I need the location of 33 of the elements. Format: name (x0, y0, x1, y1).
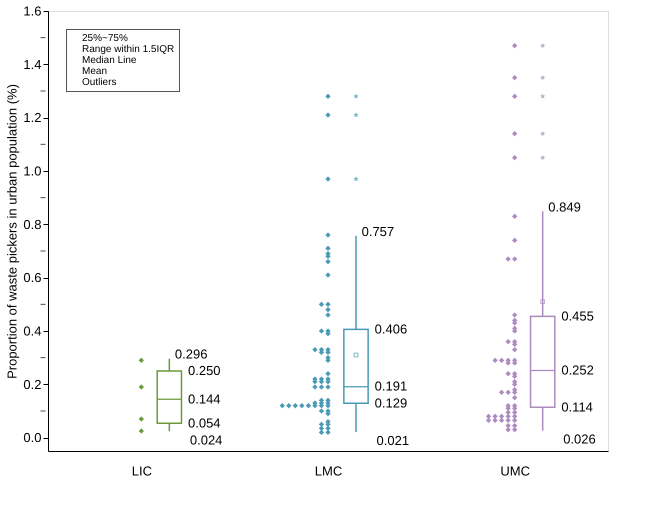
annotation: 25%~75% (82, 33, 128, 44)
x-tick-label: LMC (314, 464, 342, 478)
annotation: 0.849 (548, 199, 581, 214)
y-tick-label: 0.0 (23, 430, 42, 446)
y-tick-label: 1.6 (23, 4, 42, 18)
annotation: 0.296 (174, 346, 208, 362)
y-tick-label: 0.2 (23, 376, 42, 392)
y-axis-title: Proportion of waste pickers in urban population (%) (4, 84, 20, 379)
annotation: 0.129 (374, 395, 408, 410)
y-tick-label: 0.6 (23, 270, 42, 286)
x-tick-label: UMC (500, 464, 530, 478)
annotation: 0.455 (561, 308, 594, 324)
annotation: 0.054 (188, 415, 221, 430)
y-tick-label: 0.4 (23, 324, 42, 338)
annotation: 0.114 (561, 399, 593, 414)
annotation: 0.757 (362, 224, 394, 239)
annotation: 0.144 (188, 391, 221, 406)
y-tick-label: 1.2 (23, 110, 42, 126)
annotation: 0.250 (188, 363, 221, 378)
y-tick-label: 0.8 (23, 216, 42, 232)
annotation: Range within 1.5IQR (82, 44, 174, 55)
x-tick-label: LIC (132, 464, 152, 478)
annotation: 0.026 (563, 432, 596, 447)
annotation: Median Line (82, 55, 137, 66)
annotation: 0.191 (374, 378, 408, 394)
annotation: 0.024 (190, 432, 222, 448)
annotation: Mean (82, 66, 108, 77)
annotation: 0.252 (561, 362, 594, 378)
annotation: 0.021 (376, 433, 410, 448)
annotation: 0.406 (374, 321, 408, 336)
annotation: Outliers (82, 77, 116, 88)
y-tick-label: 1.4 (23, 56, 42, 72)
y-tick-label: 1.0 (23, 164, 42, 178)
